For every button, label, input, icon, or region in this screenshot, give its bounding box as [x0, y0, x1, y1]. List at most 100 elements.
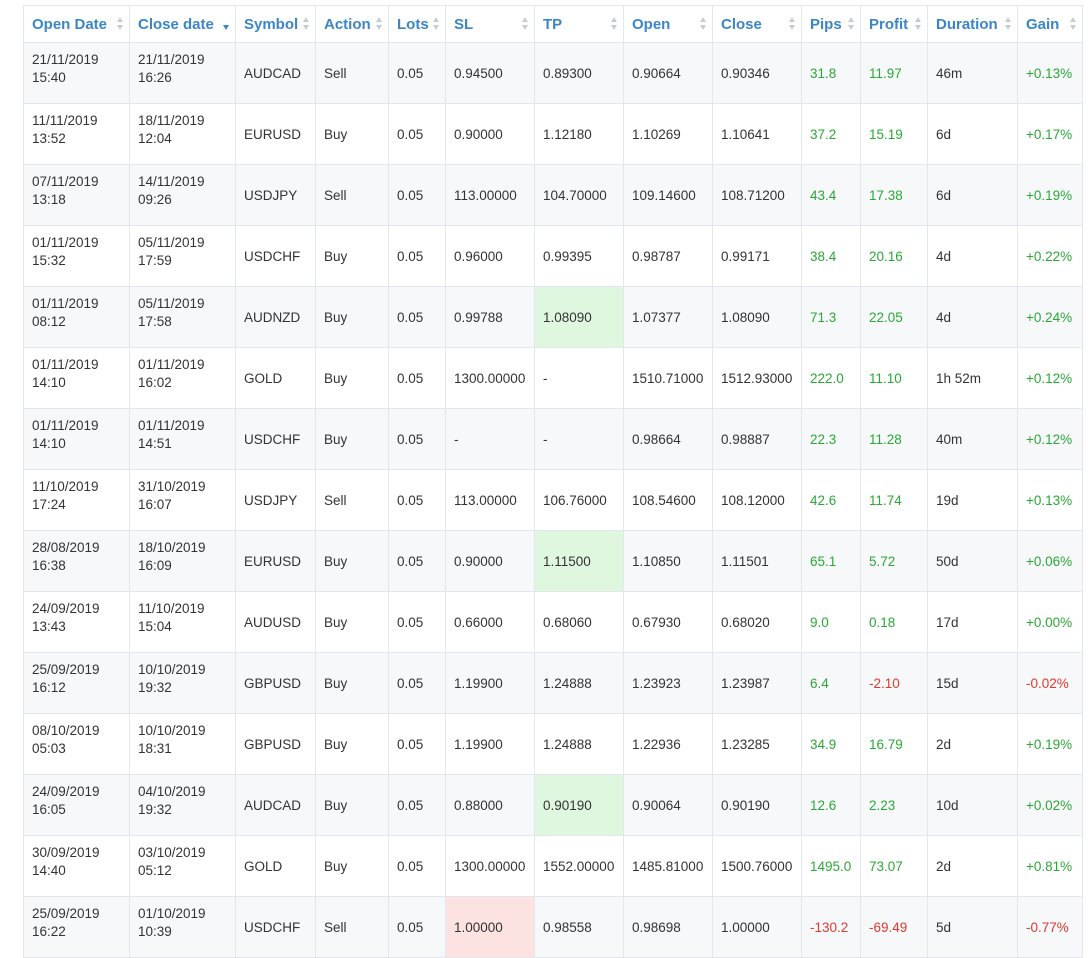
table-row[interactable]: 24/09/2019 13:43 11/10/2019 15:04 AUDUSD Buy 0…	[23, 591, 1083, 653]
open-time: 14:10	[32, 375, 66, 390]
sl-cell: 0.99788	[445, 286, 535, 348]
profit-cell: 15.19	[860, 103, 928, 165]
lots-cell: 0.05	[388, 286, 446, 348]
table-row[interactable]: 11/10/2019 17:24 31/10/2019 16:07 USDJPY Sell…	[23, 469, 1083, 531]
close-time: 17:59	[138, 253, 172, 268]
table-row[interactable]: 25/09/2019 16:22 01/10/2019 10:39 USDCHF Sell…	[23, 896, 1083, 958]
gain-cell: +0.17%	[1017, 103, 1083, 165]
close-cell: 1.23285	[712, 713, 802, 775]
table-row[interactable]: 01/11/2019 08:12 05/11/2019 17:58 AUDNZD Buy 0…	[23, 286, 1083, 348]
lots-cell: 0.05	[388, 103, 446, 165]
duration-cell: 10d	[927, 774, 1018, 836]
lots-cell: 0.05	[388, 469, 446, 531]
table-row[interactable]: 28/08/2019 16:38 18/10/2019 16:09 EURUSD Buy 0…	[23, 530, 1083, 592]
column-header-label: Gain	[1026, 15, 1060, 33]
close-time: 16:09	[138, 558, 172, 573]
open-date: 01/11/2019	[32, 357, 99, 372]
column-header-close-date[interactable]: Close date	[129, 5, 236, 43]
open-date: 07/11/2019	[32, 174, 99, 189]
column-header-symbol[interactable]: Symbol	[235, 5, 316, 43]
open-cell: 108.54600	[623, 469, 713, 531]
close-time: 16:02	[138, 375, 172, 390]
column-header-pips[interactable]: Pips	[801, 5, 861, 43]
open-cell: 1510.71000	[623, 347, 713, 409]
column-header-label: Lots	[397, 15, 429, 33]
lots-cell: 0.05	[388, 42, 446, 104]
table-row[interactable]: 24/09/2019 16:05 04/10/2019 19:32 AUDCAD Buy 0…	[23, 774, 1083, 836]
open-time: 13:52	[32, 131, 66, 146]
sort-icon[interactable]	[433, 17, 440, 31]
table-row[interactable]: 01/11/2019 14:10 01/11/2019 16:02 GOLD Buy 0.0…	[23, 347, 1083, 409]
sl-cell: 0.90000	[445, 530, 535, 592]
open-date-cell: 24/09/2019 16:05	[23, 774, 130, 836]
lots-cell: 0.05	[388, 530, 446, 592]
open-date-cell: 28/08/2019 16:38	[23, 530, 130, 592]
pips-cell: 42.6	[801, 469, 861, 531]
sl-cell: 1300.00000	[445, 347, 535, 409]
duration-cell: 2d	[927, 713, 1018, 775]
table-row[interactable]: 21/11/2019 15:40 21/11/2019 16:26 AUDCAD Sell…	[23, 42, 1083, 104]
sl-cell: 0.96000	[445, 225, 535, 287]
column-header-open[interactable]: Open	[623, 5, 713, 43]
table-row[interactable]: 01/11/2019 15:32 05/11/2019 17:59 USDCHF Buy 0…	[23, 225, 1083, 287]
tp-cell: -	[534, 347, 624, 409]
open-date-cell: 21/11/2019 15:40	[23, 42, 130, 104]
gain-cell: +0.00%	[1017, 591, 1083, 653]
sl-cell: 0.94500	[445, 42, 535, 104]
profit-cell: 20.16	[860, 225, 928, 287]
duration-cell: 4d	[927, 225, 1018, 287]
lots-cell: 0.05	[388, 408, 446, 470]
close-date-cell: 10/10/2019 19:32	[129, 652, 236, 714]
sl-cell: 0.88000	[445, 774, 535, 836]
column-header-lots[interactable]: Lots	[388, 5, 446, 43]
sort-icon[interactable]	[522, 17, 529, 31]
close-date-cell: 14/11/2019 09:26	[129, 164, 236, 226]
column-header-close[interactable]: Close	[712, 5, 802, 43]
sort-icon[interactable]	[848, 17, 855, 31]
sort-icon[interactable]	[700, 17, 707, 31]
pips-cell: 222.0	[801, 347, 861, 409]
close-date: 05/11/2019	[138, 296, 205, 311]
column-header-tp[interactable]: TP	[534, 5, 624, 43]
close-cell: 1.08090	[712, 286, 802, 348]
column-header-label: Profit	[869, 15, 909, 33]
table-row[interactable]: 07/11/2019 13:18 14/11/2019 09:26 USDJPY Sell…	[23, 164, 1083, 226]
column-header-sl[interactable]: SL	[445, 5, 535, 43]
profit-cell: 17.38	[860, 164, 928, 226]
sort-icon[interactable]	[915, 17, 922, 31]
column-header-open-date[interactable]: Open Date	[23, 5, 130, 43]
open-date: 11/11/2019	[32, 113, 98, 128]
profit-cell: -2.10	[860, 652, 928, 714]
sort-icon[interactable]	[789, 17, 796, 31]
open-date-cell: 30/09/2019 14:40	[23, 835, 130, 897]
table-row[interactable]: 08/10/2019 05:03 10/10/2019 18:31 GBPUSD Buy 0…	[23, 713, 1083, 775]
table-row[interactable]: 01/11/2019 14:10 01/11/2019 14:51 USDCHF Buy 0…	[23, 408, 1083, 470]
symbol-cell: GBPUSD	[235, 652, 316, 714]
open-date-cell: 11/10/2019 17:24	[23, 469, 130, 531]
sort-icon[interactable]	[1070, 17, 1077, 31]
close-time: 17:58	[138, 314, 172, 329]
column-header-duration[interactable]: Duration	[927, 5, 1018, 43]
column-header-profit[interactable]: Profit	[860, 5, 928, 43]
duration-cell: 40m	[927, 408, 1018, 470]
sort-icon[interactable]	[303, 17, 310, 31]
action-cell: Buy	[315, 103, 389, 165]
sort-icon[interactable]	[376, 17, 383, 31]
sort-icon[interactable]	[1005, 17, 1012, 31]
close-cell: 1.10641	[712, 103, 802, 165]
table-header-row: Open Date Close date Symbol Action Lots SL TP O…	[23, 5, 1083, 43]
sort-desc-icon[interactable]	[223, 17, 230, 31]
sort-icon[interactable]	[117, 17, 124, 31]
table-row[interactable]: 25/09/2019 16:12 10/10/2019 19:32 GBPUSD Buy 0…	[23, 652, 1083, 714]
lots-cell: 0.05	[388, 225, 446, 287]
open-time: 16:05	[32, 802, 66, 817]
column-header-label: SL	[454, 15, 474, 33]
table-row[interactable]: 30/09/2019 14:40 03/10/2019 05:12 GOLD Buy 0.0…	[23, 835, 1083, 897]
close-time: 15:04	[138, 619, 172, 634]
table-row[interactable]: 11/11/2019 13:52 18/11/2019 12:04 EURUSD Buy 0…	[23, 103, 1083, 165]
column-header-gain[interactable]: Gain	[1017, 5, 1083, 43]
column-header-action[interactable]: Action	[315, 5, 389, 43]
open-date-cell: 01/11/2019 14:10	[23, 347, 130, 409]
sort-icon[interactable]	[611, 17, 618, 31]
profit-cell: 11.28	[860, 408, 928, 470]
